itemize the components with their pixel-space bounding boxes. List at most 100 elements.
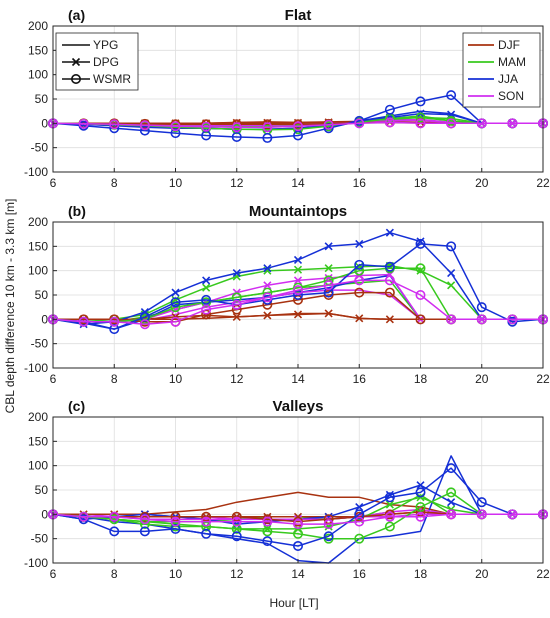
y-tick-label: 50 xyxy=(35,483,49,497)
legend-label: YPG xyxy=(93,38,118,52)
data-point xyxy=(231,131,242,142)
data-point xyxy=(262,536,273,547)
series-line xyxy=(52,467,543,547)
data-point xyxy=(324,264,333,273)
y-tick-label: 100 xyxy=(28,459,48,473)
data-point xyxy=(384,104,395,115)
data-point xyxy=(446,90,457,101)
x-tick-label: 12 xyxy=(230,372,244,386)
data-point xyxy=(201,294,212,305)
data-point xyxy=(447,269,456,278)
y-tick-label: 50 xyxy=(35,92,49,106)
data-point xyxy=(446,487,457,498)
data-point xyxy=(323,519,334,530)
legend-label: DPG xyxy=(93,55,119,69)
data-point xyxy=(355,239,364,248)
series-WSMR-SON xyxy=(47,117,548,133)
legend-label: WSMR xyxy=(93,72,131,86)
data-point xyxy=(171,288,180,297)
panel-label: (c) xyxy=(68,398,85,414)
data-point xyxy=(202,276,211,285)
data-point xyxy=(139,526,150,537)
data-point xyxy=(262,132,273,143)
data-point xyxy=(231,523,242,534)
data-point xyxy=(263,264,272,273)
data-point xyxy=(263,281,272,290)
x-tick-label: 8 xyxy=(111,372,118,386)
y-tick-label: 150 xyxy=(28,43,48,57)
series-line xyxy=(52,491,543,540)
series-line xyxy=(52,279,543,325)
x-tick-label: 22 xyxy=(536,372,550,386)
data-point xyxy=(292,121,303,132)
data-point xyxy=(354,509,365,520)
data-point xyxy=(201,304,212,315)
data-point xyxy=(170,316,181,327)
data-point xyxy=(415,118,426,129)
x-tick-label: 18 xyxy=(414,372,428,386)
data-point xyxy=(385,228,394,237)
x-tick-label: 14 xyxy=(291,372,305,386)
panel-title: Flat xyxy=(285,7,312,24)
data-point xyxy=(201,528,212,539)
x-tick-label: 22 xyxy=(536,176,550,190)
legend-label: DJF xyxy=(498,38,520,52)
data-point xyxy=(476,314,487,325)
legend-label: MAM xyxy=(498,55,526,69)
data-point xyxy=(355,502,364,512)
data-point xyxy=(415,238,426,249)
data-point xyxy=(447,281,456,290)
data-point xyxy=(323,531,334,542)
data-point xyxy=(262,122,273,133)
x-tick-label: 20 xyxy=(475,372,489,386)
data-point xyxy=(139,514,150,525)
data-point xyxy=(415,511,426,522)
panel-label: (b) xyxy=(68,203,86,219)
data-point xyxy=(415,96,426,107)
data-point xyxy=(355,314,364,323)
data-point xyxy=(262,292,273,303)
data-point xyxy=(354,533,365,544)
data-point xyxy=(415,289,426,300)
data-point xyxy=(507,314,518,325)
data-point xyxy=(201,121,212,132)
data-point xyxy=(139,120,150,131)
y-tick-label: 100 xyxy=(28,264,48,278)
x-tick-label: 20 xyxy=(475,176,489,190)
y-tick-label: 200 xyxy=(28,215,48,229)
data-point xyxy=(354,265,365,276)
data-point xyxy=(476,497,487,508)
legend-label: JJA xyxy=(498,72,518,86)
legend-sites: YPG DPG WSMR xyxy=(55,32,139,91)
y-tick-label: -100 xyxy=(24,165,48,179)
data-point xyxy=(384,511,395,522)
x-tick-label: 14 xyxy=(291,567,305,581)
y-tick-label: 200 xyxy=(28,410,48,424)
data-point xyxy=(201,516,212,527)
data-point xyxy=(139,319,150,330)
x-tick-label: 18 xyxy=(414,567,428,581)
data-point xyxy=(262,119,273,130)
series-WSMR-SON xyxy=(47,275,548,330)
x-tick-label: 16 xyxy=(353,372,367,386)
data-point xyxy=(446,314,457,325)
panel-label: (a) xyxy=(68,7,85,23)
data-point xyxy=(476,509,487,520)
y-tick-label: 200 xyxy=(28,19,48,33)
data-point xyxy=(263,311,272,320)
series-line xyxy=(52,121,543,128)
y-tick-label: -100 xyxy=(24,361,48,375)
panel-3: 6 8 10 12 14 16 18 20 22 -100 -50 0 50 100 150 200 Valle… xyxy=(24,398,550,581)
data-point xyxy=(292,130,303,141)
data-point xyxy=(384,275,395,286)
x-tick-label: 12 xyxy=(230,567,244,581)
x-tick-label: 16 xyxy=(353,567,367,581)
data-point xyxy=(202,283,211,292)
data-point xyxy=(385,315,394,324)
y-tick-label: 50 xyxy=(35,288,49,302)
data-point xyxy=(354,118,365,129)
y-tick-label: -100 xyxy=(24,556,48,570)
data-point xyxy=(415,263,426,274)
y-tick-label: 150 xyxy=(28,239,48,253)
x-tick-label: 16 xyxy=(353,176,367,190)
